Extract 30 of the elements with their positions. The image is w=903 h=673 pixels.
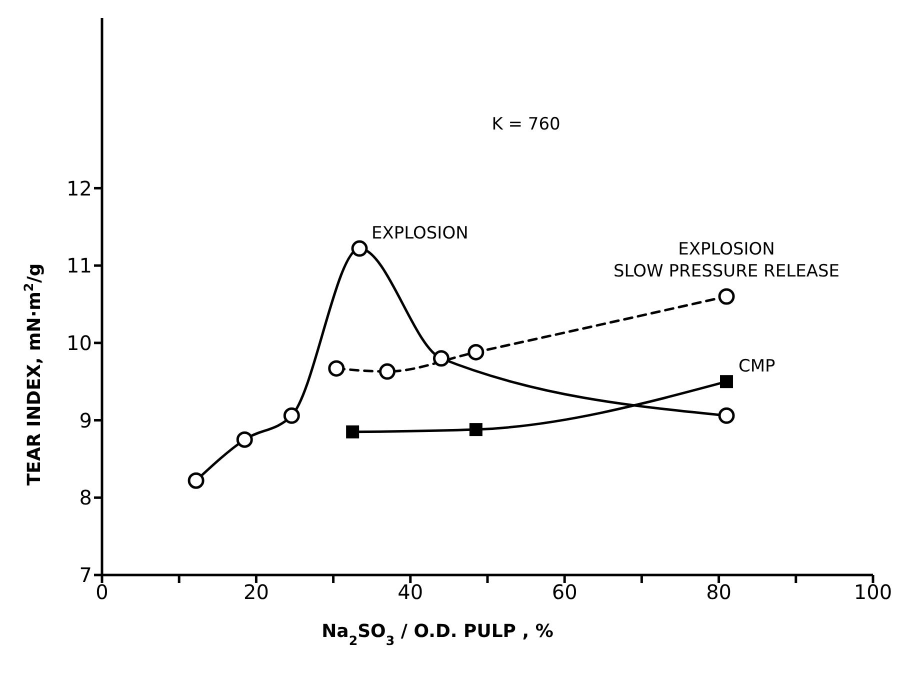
point bbox=[468, 344, 484, 360]
y-tick-label: 8 bbox=[79, 486, 92, 510]
y-tick-label: 12 bbox=[66, 176, 92, 200]
x-axis-title: Na$_{2}$SO$_{3}$ / O.D. PULP , % bbox=[322, 621, 554, 648]
series-label: CMP bbox=[738, 356, 776, 377]
x-tick-label: 60 bbox=[552, 580, 578, 604]
y-tick-label: 10 bbox=[66, 331, 92, 356]
x-tick-label: 80 bbox=[706, 580, 732, 604]
point bbox=[432, 350, 450, 367]
y-tick-label: 11 bbox=[66, 254, 92, 278]
y-tick-label: 7 bbox=[79, 563, 92, 588]
annotation: K = 760 bbox=[492, 114, 560, 134]
x-tick-label: 20 bbox=[243, 580, 269, 604]
series-label: EXPLOSION bbox=[372, 224, 468, 244]
point bbox=[379, 363, 396, 380]
point bbox=[188, 472, 204, 489]
x-tick-label: 100 bbox=[854, 580, 892, 604]
point bbox=[283, 407, 300, 424]
y-tick-label: 9 bbox=[79, 408, 92, 432]
point bbox=[718, 288, 735, 305]
series-label: EXPLOSION SLOW PRESSURE RELEASE bbox=[614, 240, 840, 282]
x-tick-label: 0 bbox=[96, 580, 108, 604]
point bbox=[720, 375, 734, 388]
point bbox=[328, 360, 345, 377]
point bbox=[236, 431, 253, 448]
point bbox=[346, 425, 360, 438]
point bbox=[718, 407, 735, 424]
point bbox=[469, 423, 482, 436]
point bbox=[351, 240, 368, 257]
x-tick-label: 40 bbox=[398, 580, 424, 604]
